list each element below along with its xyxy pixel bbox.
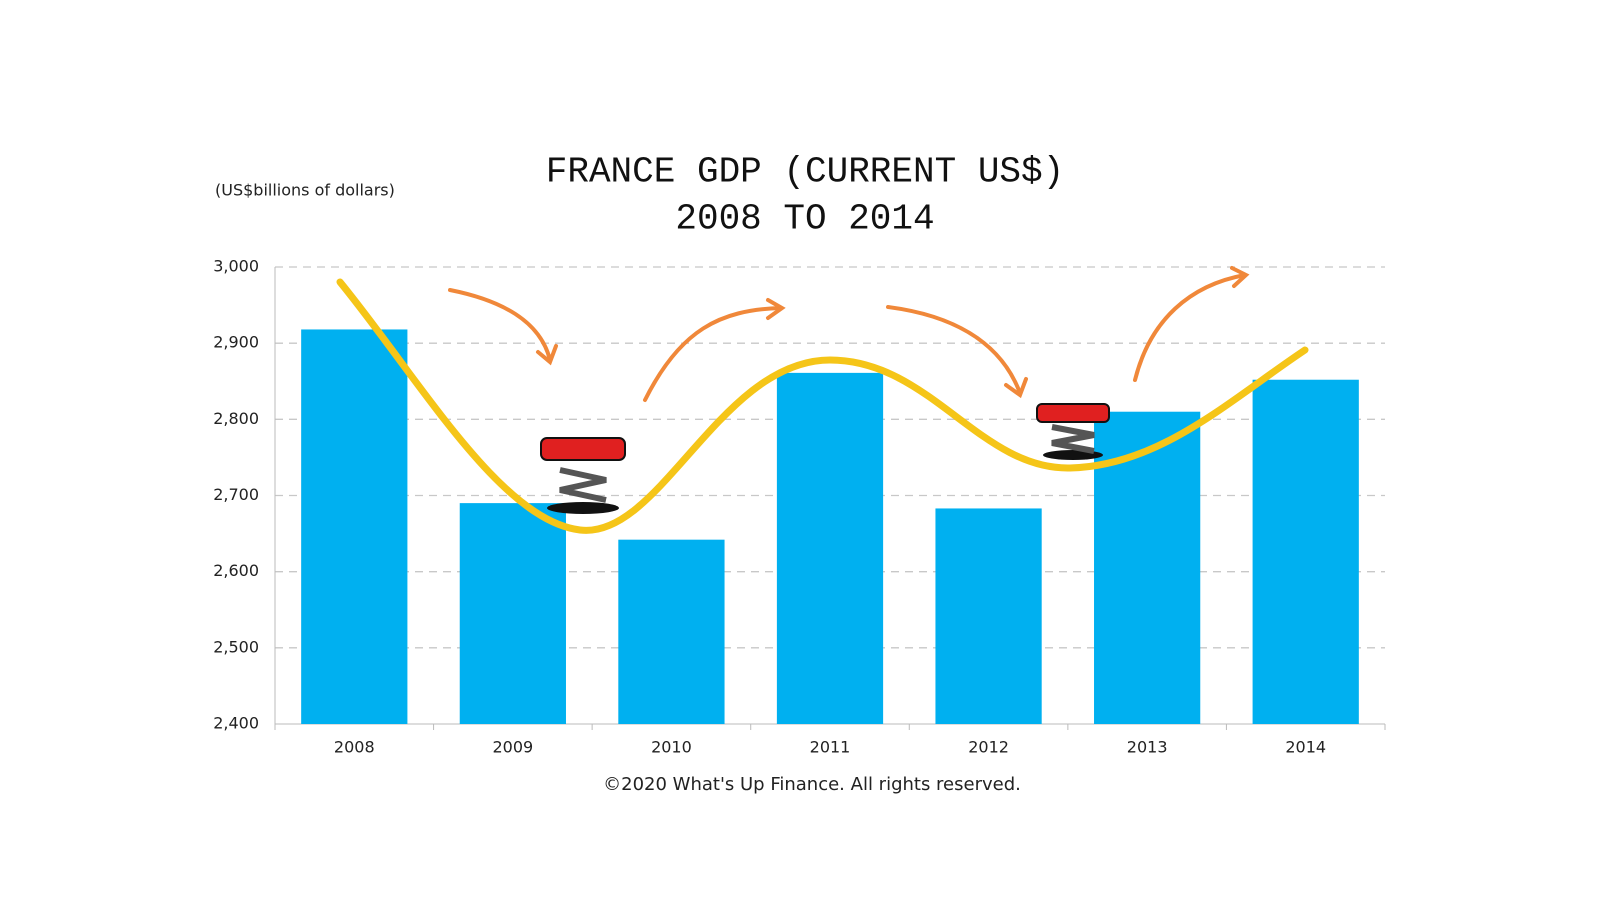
y-tick-label: 2,400 bbox=[213, 714, 259, 733]
x-tick-label: 2013 bbox=[1127, 738, 1168, 757]
x-tick-label: 2011 bbox=[810, 738, 851, 757]
y-tick-label: 2,500 bbox=[213, 637, 259, 656]
trend-curve bbox=[336, 278, 1309, 534]
bar bbox=[618, 539, 725, 724]
y-tick-label: 2,800 bbox=[213, 409, 259, 428]
x-tick-label: 2010 bbox=[651, 738, 692, 757]
bar bbox=[301, 329, 408, 724]
chart-title: FRANCE GDP (CURRENT US$) bbox=[546, 152, 1064, 193]
y-axis-label: (US$billions of dollars) bbox=[215, 181, 395, 200]
x-tick-label: 2008 bbox=[334, 738, 375, 757]
bar bbox=[776, 372, 884, 724]
decoration bbox=[336, 266, 1309, 534]
y-tick-label: 2,900 bbox=[213, 333, 259, 352]
spring bbox=[540, 403, 1110, 514]
y-tick-label: 2,700 bbox=[213, 485, 259, 504]
plot-area: 2,400 2,500 2,600 2,700 2,800 2,900 3,000 2008 2… bbox=[213, 257, 1386, 757]
bar bbox=[459, 503, 566, 724]
x-tick-label: 2014 bbox=[1285, 738, 1326, 757]
x-tick-label: 2012 bbox=[968, 738, 1009, 757]
y-tick-label: 2,600 bbox=[213, 561, 259, 580]
bar bbox=[1094, 411, 1201, 724]
arrows bbox=[448, 266, 1250, 402]
bar bbox=[935, 508, 1042, 724]
y-tick-label: 3,000 bbox=[213, 257, 259, 276]
footer: ©2020 What's Up Finance. All rights rese… bbox=[603, 774, 1021, 795]
bar bbox=[1252, 379, 1359, 724]
chart-subtitle: 2008 TO 2014 bbox=[675, 199, 934, 240]
x-tick-label: 2009 bbox=[492, 738, 533, 757]
